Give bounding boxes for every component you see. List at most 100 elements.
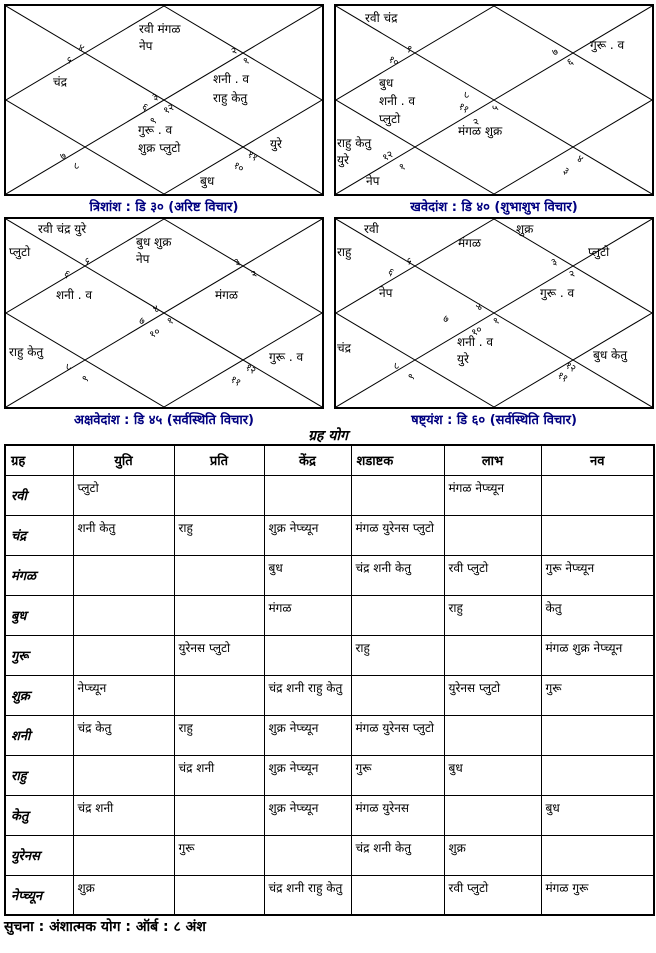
table-cell <box>350 674 445 716</box>
house-number: १ <box>397 161 408 174</box>
planet-label: नेप <box>136 252 150 266</box>
kundali-grid <box>336 219 652 407</box>
planet-label: गुरू . व <box>590 38 625 52</box>
planet-label: रवी चंद्र युरे <box>38 222 87 236</box>
table-cell: मंगळ शुक्र नेप्च्यून <box>540 634 655 676</box>
table-cell <box>443 514 542 556</box>
house-number: ६ <box>61 268 72 281</box>
table-cell: राहु <box>173 714 265 756</box>
planet-label: बुध केतु <box>593 348 628 362</box>
kundali-grid <box>6 6 322 194</box>
house-number: ९ <box>403 43 414 56</box>
row-label: मंगळ <box>4 554 74 596</box>
table-cell: गुरू <box>173 834 265 876</box>
table-cell <box>540 714 655 756</box>
table-cell: चंद्र शनी केतु <box>350 554 445 596</box>
house-number: ४ <box>75 42 86 55</box>
house-number: २ <box>249 268 260 281</box>
table-cell: राहु <box>443 594 542 636</box>
chart-title-d60: षष्ट्यंश : डि ६० (सर्वस्थिति विचार) <box>411 413 577 428</box>
table-cell <box>443 794 542 836</box>
house-number: ३ <box>549 256 560 269</box>
footer-note: सुचना : अंशात्मक योग : ऑर्ब : ८ अंश <box>4 919 206 935</box>
kundali-grid <box>336 6 652 194</box>
table-cell: मंगळ युरेनस प्लुटो <box>350 714 445 756</box>
table-cell: गुरू <box>540 674 655 716</box>
table-cell <box>540 514 655 556</box>
table-cell: शनी केतु <box>72 514 175 556</box>
table-cell <box>540 754 655 796</box>
planet-label: गुरू . व <box>540 286 575 300</box>
house-number: ५ <box>63 54 74 67</box>
table-cell: युरेनस प्लुटो <box>173 634 265 676</box>
chart-labels-layer: रवी चंद्र युरे प्लुटो बुध शुक्र नेप शनी . व म… <box>6 219 322 407</box>
planet-label: शुक्र <box>516 222 534 236</box>
table-cell <box>443 714 542 756</box>
table-cell: युरेनस प्लुटो <box>443 674 542 716</box>
house-number: ५ <box>81 255 92 268</box>
house-number: १० <box>147 326 163 341</box>
row-label: रवी <box>4 474 74 516</box>
planet-label: मंगळ <box>215 288 239 302</box>
planet-label: शुक्र प्लुटो <box>138 141 181 155</box>
table-header-row: ग्रह युति प्रति केंद्र शडाष्टक लाभ नव <box>4 444 655 476</box>
column-header: लाभ <box>443 444 542 476</box>
house-number: ८ <box>63 361 74 374</box>
table-cell: गुरू नेप्च्यून <box>540 554 655 596</box>
table-row: शुक्र नेप्च्यून चंद्र शनी राहु केतु युरेनस … <box>4 674 655 716</box>
table-cell: शुक्र नेप्च्यून <box>263 794 352 836</box>
table-cell: प्लुटो <box>72 474 175 516</box>
table-cell: बुध <box>443 754 542 796</box>
table-cell: शुक्र नेप्च्यून <box>263 754 352 796</box>
planet-label: शनी . व <box>213 72 250 86</box>
house-number: १ <box>241 55 252 68</box>
planet-label: युरे <box>457 352 469 366</box>
planet-label: नेप <box>139 39 153 53</box>
kundali-grid <box>6 219 322 407</box>
house-number: ८ <box>461 89 472 102</box>
house-number: ३ <box>232 256 243 269</box>
house-number: १२ <box>243 362 258 377</box>
planet-label: चंद्र <box>337 341 351 355</box>
house-number: ७ <box>58 150 69 163</box>
table-cell <box>173 594 265 636</box>
table-cell: राहु <box>350 634 445 676</box>
chart-title-d40: खवेदांश : डि ४० (शुभाशुभ विचार) <box>410 200 578 215</box>
table-title: ग्रह योग <box>308 428 348 444</box>
table-row: केतु चंद्र शनी शुक्र नेप्च्यून मंगळ युरेनस ब… <box>4 794 655 836</box>
column-header: नव <box>540 444 655 476</box>
table-cell: चंद्र शनी <box>173 754 265 796</box>
table-cell <box>350 474 445 516</box>
table-row: युरेनस गुरू चंद्र शनी केतु शुक्र <box>4 834 655 876</box>
house-number: ११ <box>228 374 243 389</box>
row-label: गुरू <box>4 634 74 676</box>
table-cell: चंद्र केतु <box>72 714 175 756</box>
table-cell: मंगळ नेप्च्यून <box>443 474 542 516</box>
table-cell <box>72 594 175 636</box>
chart-labels-layer: रवी चंद्र गुरू . व बुध शनी . व प्लुटो मंगळ शु… <box>336 6 652 194</box>
planet-label: मंगळ <box>458 236 482 250</box>
table-cell <box>173 874 265 916</box>
table-cell: नेप्च्यून <box>72 674 175 716</box>
chart-labels-layer: रवी मंगळ नेप चंद्र शनी . व राहु केतु गुरू . व… <box>6 6 322 194</box>
planet-label: राहु केतु <box>337 136 372 150</box>
chart-labels-layer: रवी शुक्र मंगळ राहु प्लुटो नेप गुरू . व शनी . व… <box>336 219 652 407</box>
house-number: ८ <box>391 360 402 373</box>
table-cell: चंद्र शनी <box>72 794 175 836</box>
table-cell <box>443 634 542 676</box>
planet-label: युरे <box>270 137 282 151</box>
table-row: राहु चंद्र शनी शुक्र नेप्च्यून गुरू बुध <box>4 754 655 796</box>
house-number: ६ <box>139 101 150 114</box>
house-number: २ <box>229 45 240 58</box>
house-number: ७ <box>550 46 561 59</box>
table-cell: गुरू <box>350 754 445 796</box>
house-number: ८ <box>71 160 82 173</box>
table-cell <box>263 634 352 676</box>
table-cell <box>173 794 265 836</box>
house-number: १ <box>165 315 176 328</box>
house-number: ५ <box>490 102 501 115</box>
planet-label: रवी मंगळ <box>139 22 181 36</box>
table-cell: चंद्र शनी राहु केतु <box>263 674 352 716</box>
planet-label: राहु केतु <box>9 345 44 359</box>
table-cell: केतु <box>540 594 655 636</box>
